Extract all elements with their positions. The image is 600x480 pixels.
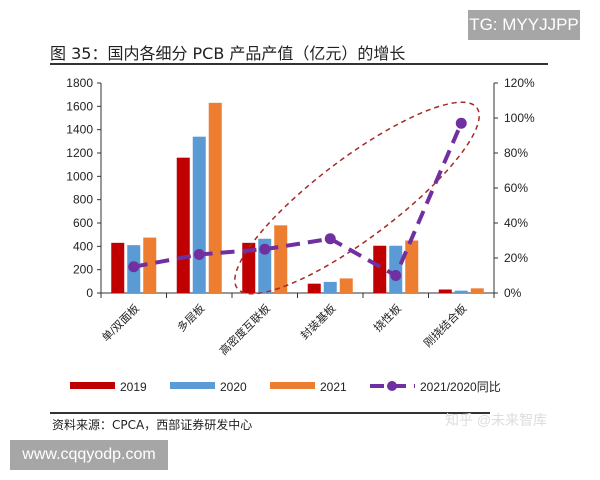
bar-2021 xyxy=(405,240,419,293)
y-tick-label: 0 xyxy=(86,286,93,300)
bar-2021 xyxy=(470,288,484,293)
source-rule xyxy=(50,412,490,414)
watermark-www: www.cqqyodp.com xyxy=(10,440,168,470)
bar-2019 xyxy=(176,157,190,293)
x-tick-label: 挠性板 xyxy=(371,301,404,334)
y2-tick-label: 60% xyxy=(504,181,528,195)
x-tick-label: 封装基板 xyxy=(297,301,338,342)
line-marker xyxy=(390,270,402,281)
y2-tick-label: 20% xyxy=(504,251,528,265)
line-marker xyxy=(128,261,140,273)
y2-tick-label: 120% xyxy=(504,76,535,90)
y-tick-label: 200 xyxy=(73,263,93,277)
y-tick-label: 400 xyxy=(73,239,93,253)
line-2021/2020同比 xyxy=(133,122,464,279)
bar-2021 xyxy=(143,237,157,293)
line-marker xyxy=(324,233,336,245)
bar-2019 xyxy=(307,283,321,293)
annotation-ellipse xyxy=(234,101,480,295)
y2-tick-label: 0% xyxy=(504,286,522,300)
bar-2020 xyxy=(389,245,403,293)
line-marker xyxy=(455,117,467,129)
bar-2019 xyxy=(373,245,387,293)
y-tick-label: 800 xyxy=(73,193,93,207)
line-marker xyxy=(259,243,271,255)
y-tick-label: 1400 xyxy=(66,123,93,137)
line-marker xyxy=(193,249,205,260)
bar-2021 xyxy=(339,278,353,293)
bar-2019 xyxy=(242,242,256,293)
bar-2021 xyxy=(274,225,288,293)
watermark-tg: TG: MYYJJPP xyxy=(468,10,580,40)
legend-swatch-2020 xyxy=(170,382,215,389)
legend-marker xyxy=(387,381,397,391)
bar-2020 xyxy=(192,136,206,293)
y-tick-label: 600 xyxy=(73,216,93,230)
y-tick-label: 1000 xyxy=(66,169,93,183)
x-tick-label: 多层板 xyxy=(174,301,207,334)
y-tick-label: 1600 xyxy=(66,99,93,113)
source-note: 资料来源：CPCA，西部证券研发中心 xyxy=(52,418,253,432)
bar-2020 xyxy=(323,281,337,293)
title-rule xyxy=(50,63,548,65)
legend-label: 2020 xyxy=(220,380,247,394)
x-tick-label: 高密度互联板 xyxy=(216,301,273,358)
y2-tick-label: 40% xyxy=(504,216,528,230)
x-tick-label: 单/双面板 xyxy=(99,301,142,344)
y-tick-label: 1800 xyxy=(66,76,93,90)
legend-swatch-2021 xyxy=(270,382,315,389)
legend-label: 2021 xyxy=(320,380,347,394)
bar-2019 xyxy=(111,242,125,293)
bar-2021 xyxy=(208,102,222,293)
watermark-zhihu: 知乎 @未来智库 xyxy=(445,412,548,428)
legend-label: 2019 xyxy=(120,380,147,394)
bar-2020 xyxy=(454,290,468,293)
y2-tick-label: 100% xyxy=(504,111,535,125)
chart-title: 图 35：国内各细分 PCB 产品产值（亿元）的增长 xyxy=(50,44,406,63)
bar-2019 xyxy=(438,289,452,293)
y-tick-label: 1200 xyxy=(66,146,93,160)
y2-tick-label: 80% xyxy=(504,146,528,160)
legend-label: 2021/2020同比 xyxy=(420,380,501,394)
legend-swatch-2019 xyxy=(70,382,115,389)
x-tick-label: 刚挠结合板 xyxy=(421,301,470,350)
